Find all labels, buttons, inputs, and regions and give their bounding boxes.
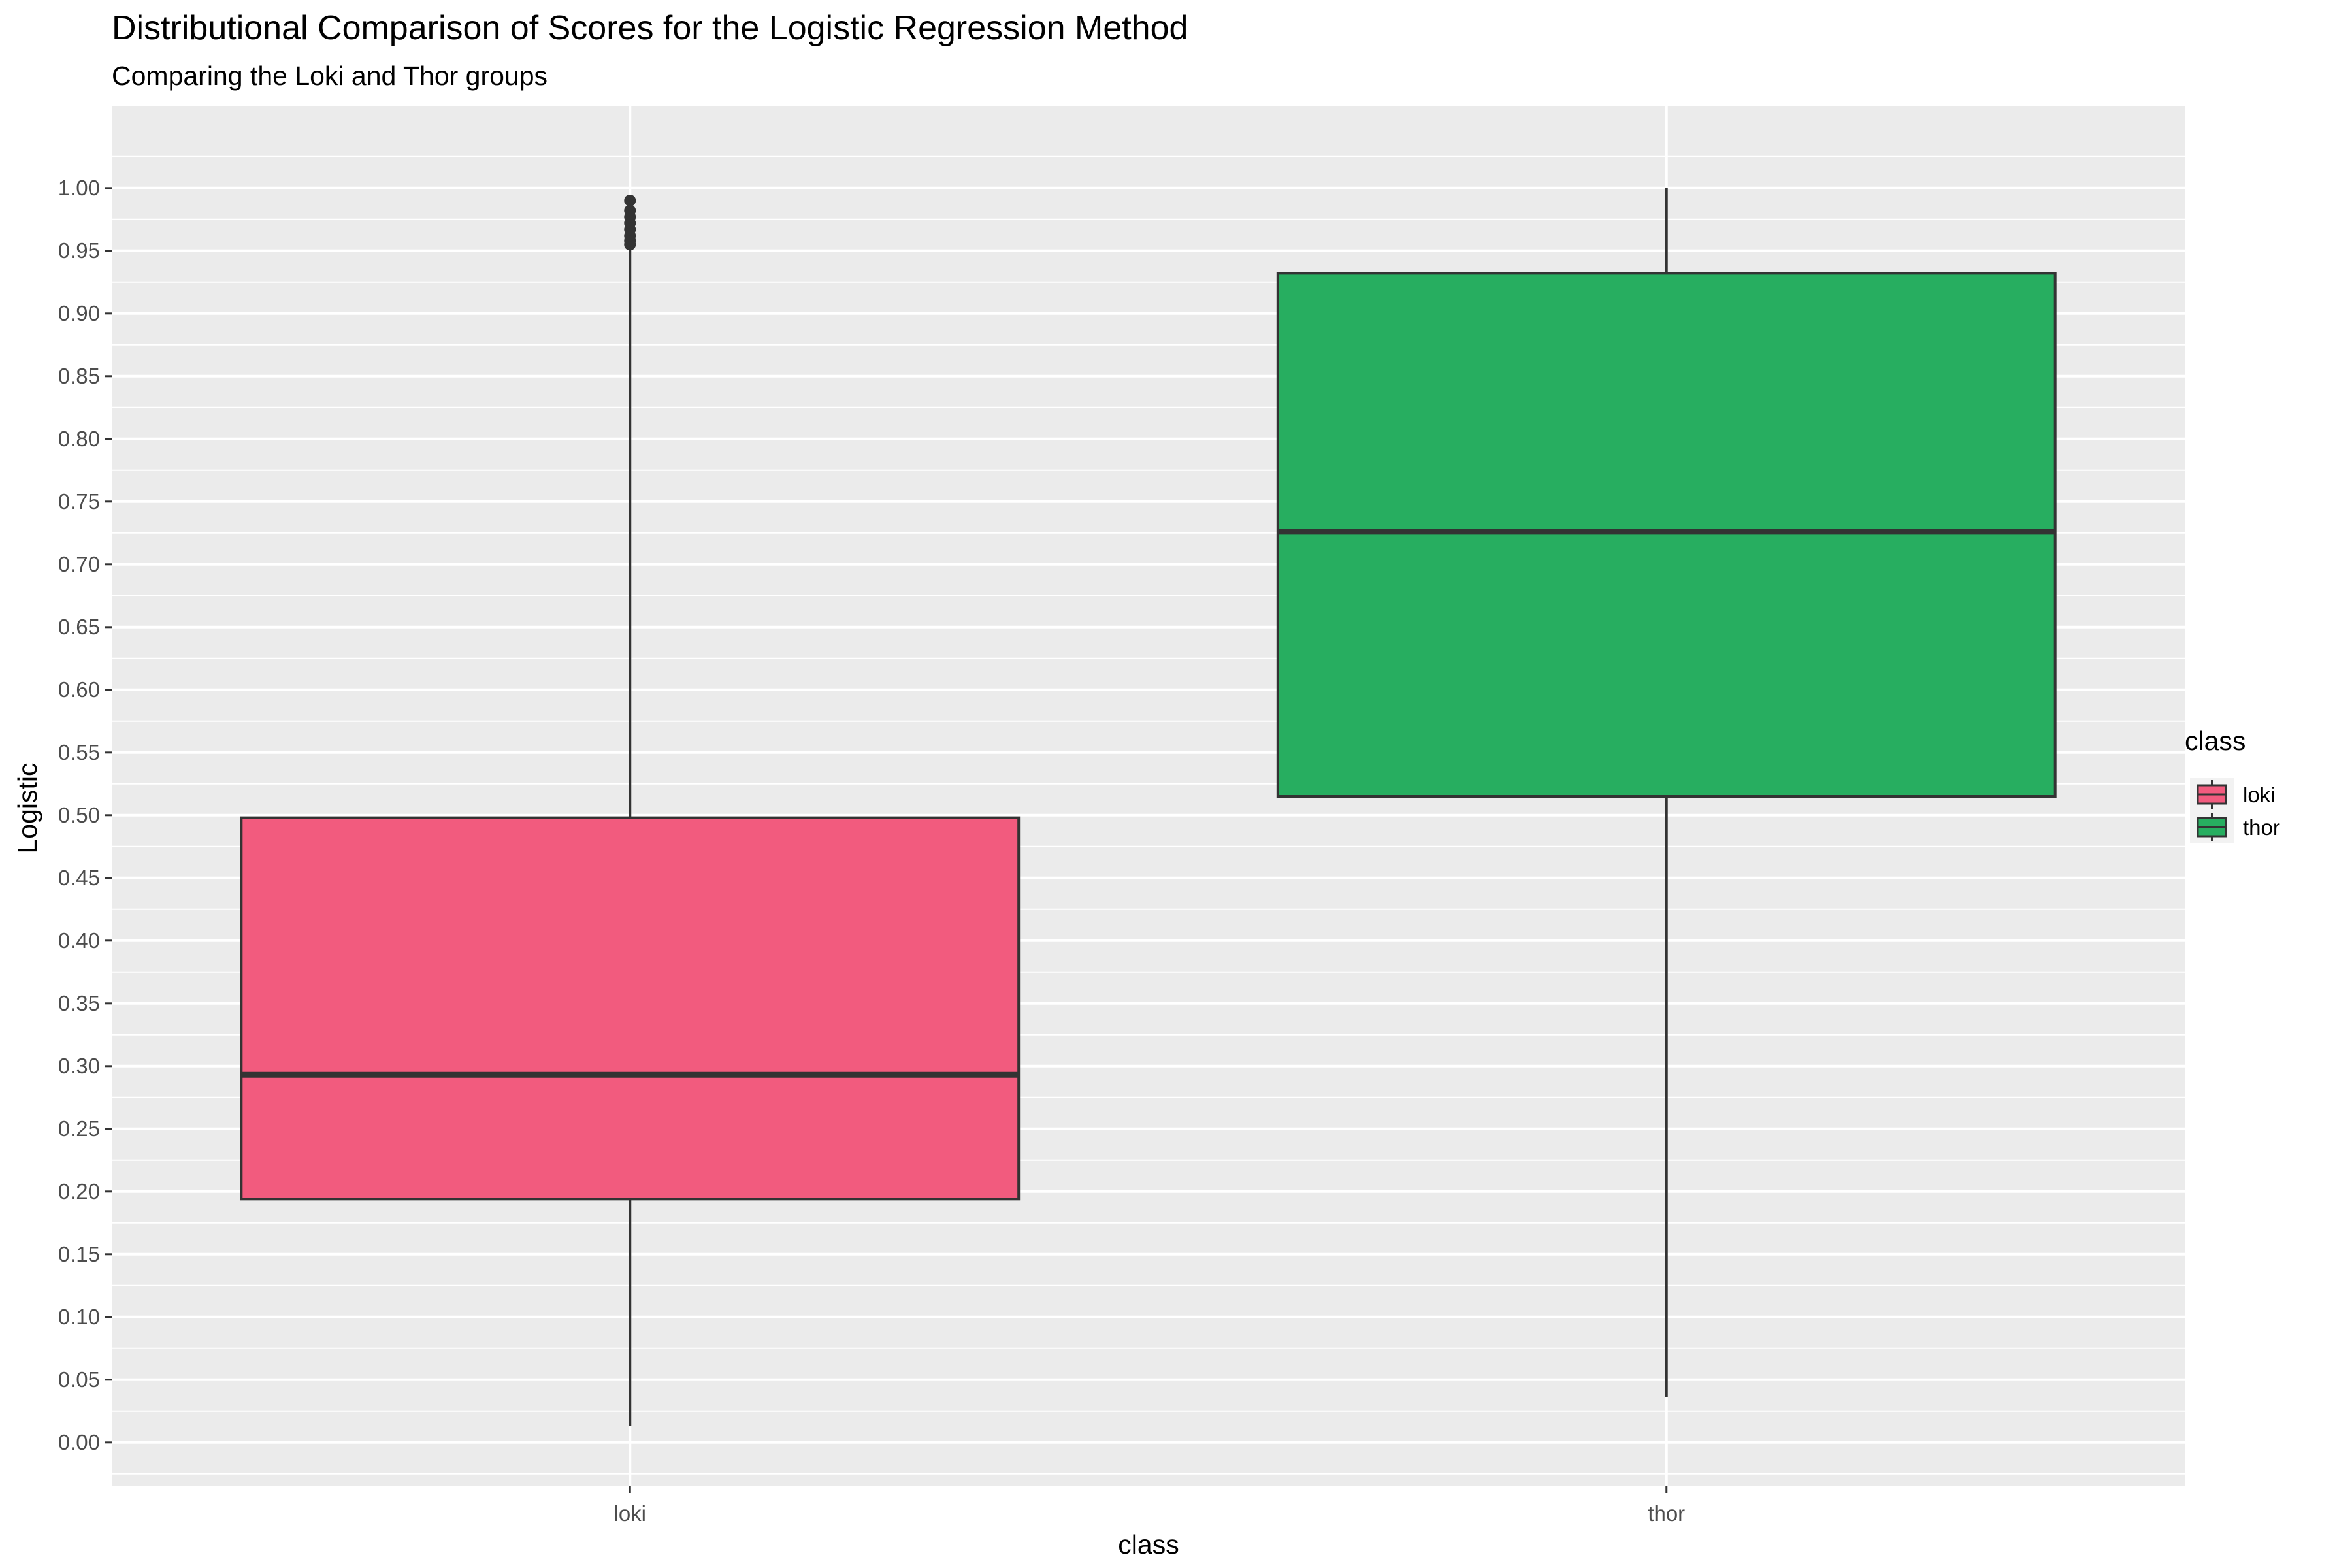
y-axis-title: Logistic	[12, 762, 42, 853]
x-axis-title: class	[1118, 1529, 1179, 1560]
y-tick-label: 0.50	[58, 803, 100, 827]
chart-title: Distributional Comparison of Scores for …	[112, 9, 1188, 47]
outlier-point	[624, 195, 636, 206]
legend: class loki thor	[2185, 726, 2280, 843]
y-tick-label: 0.45	[58, 866, 100, 890]
legend-key-loki	[2190, 778, 2234, 811]
y-tick-label: 0.25	[58, 1117, 100, 1141]
x-axis-ticks: loki thor	[613, 1486, 1685, 1526]
box-thor	[1276, 188, 2057, 1397]
y-tick-label: 0.35	[58, 991, 100, 1015]
y-tick-label: 0.80	[58, 427, 100, 451]
boxplots	[240, 188, 2057, 1426]
y-tick-label: 0.20	[58, 1179, 100, 1203]
y-tick-label: 0.85	[58, 364, 100, 388]
chart-subtitle: Comparing the Loki and Thor groups	[112, 61, 547, 91]
y-tick-label: 0.65	[58, 615, 100, 639]
x-tick-label: loki	[613, 1501, 646, 1526]
y-tick-label: 0.15	[58, 1242, 100, 1266]
y-tick-label: 0.10	[58, 1305, 100, 1329]
legend-title: class	[2185, 726, 2246, 756]
legend-label-thor: thor	[2243, 815, 2280, 840]
y-tick-label: 0.55	[58, 740, 100, 764]
y-tick-label: 0.60	[58, 678, 100, 702]
y-tick-label: 0.05	[58, 1367, 100, 1392]
outlier-point	[624, 204, 636, 217]
y-tick-label: 0.30	[58, 1054, 100, 1078]
y-axis-ticks: 0.00 0.05 0.10 0.15 0.20 0.25 0.30 0.35 0.40 0.45…	[58, 176, 112, 1454]
legend-key-thor	[2190, 811, 2234, 843]
y-tick-label: 1.00	[58, 176, 100, 200]
y-tick-label: 0.90	[58, 301, 100, 325]
y-tick-label: 0.00	[58, 1430, 100, 1454]
y-tick-label: 0.75	[58, 489, 100, 514]
box-loki	[240, 195, 1021, 1426]
legend-label-loki: loki	[2243, 783, 2276, 807]
iqr-box	[1276, 272, 2057, 798]
x-tick-label: thor	[1648, 1501, 1685, 1526]
y-tick-label: 0.40	[58, 928, 100, 953]
iqr-box	[240, 816, 1021, 1201]
y-tick-label: 0.95	[58, 238, 100, 263]
y-tick-label: 0.70	[58, 552, 100, 576]
